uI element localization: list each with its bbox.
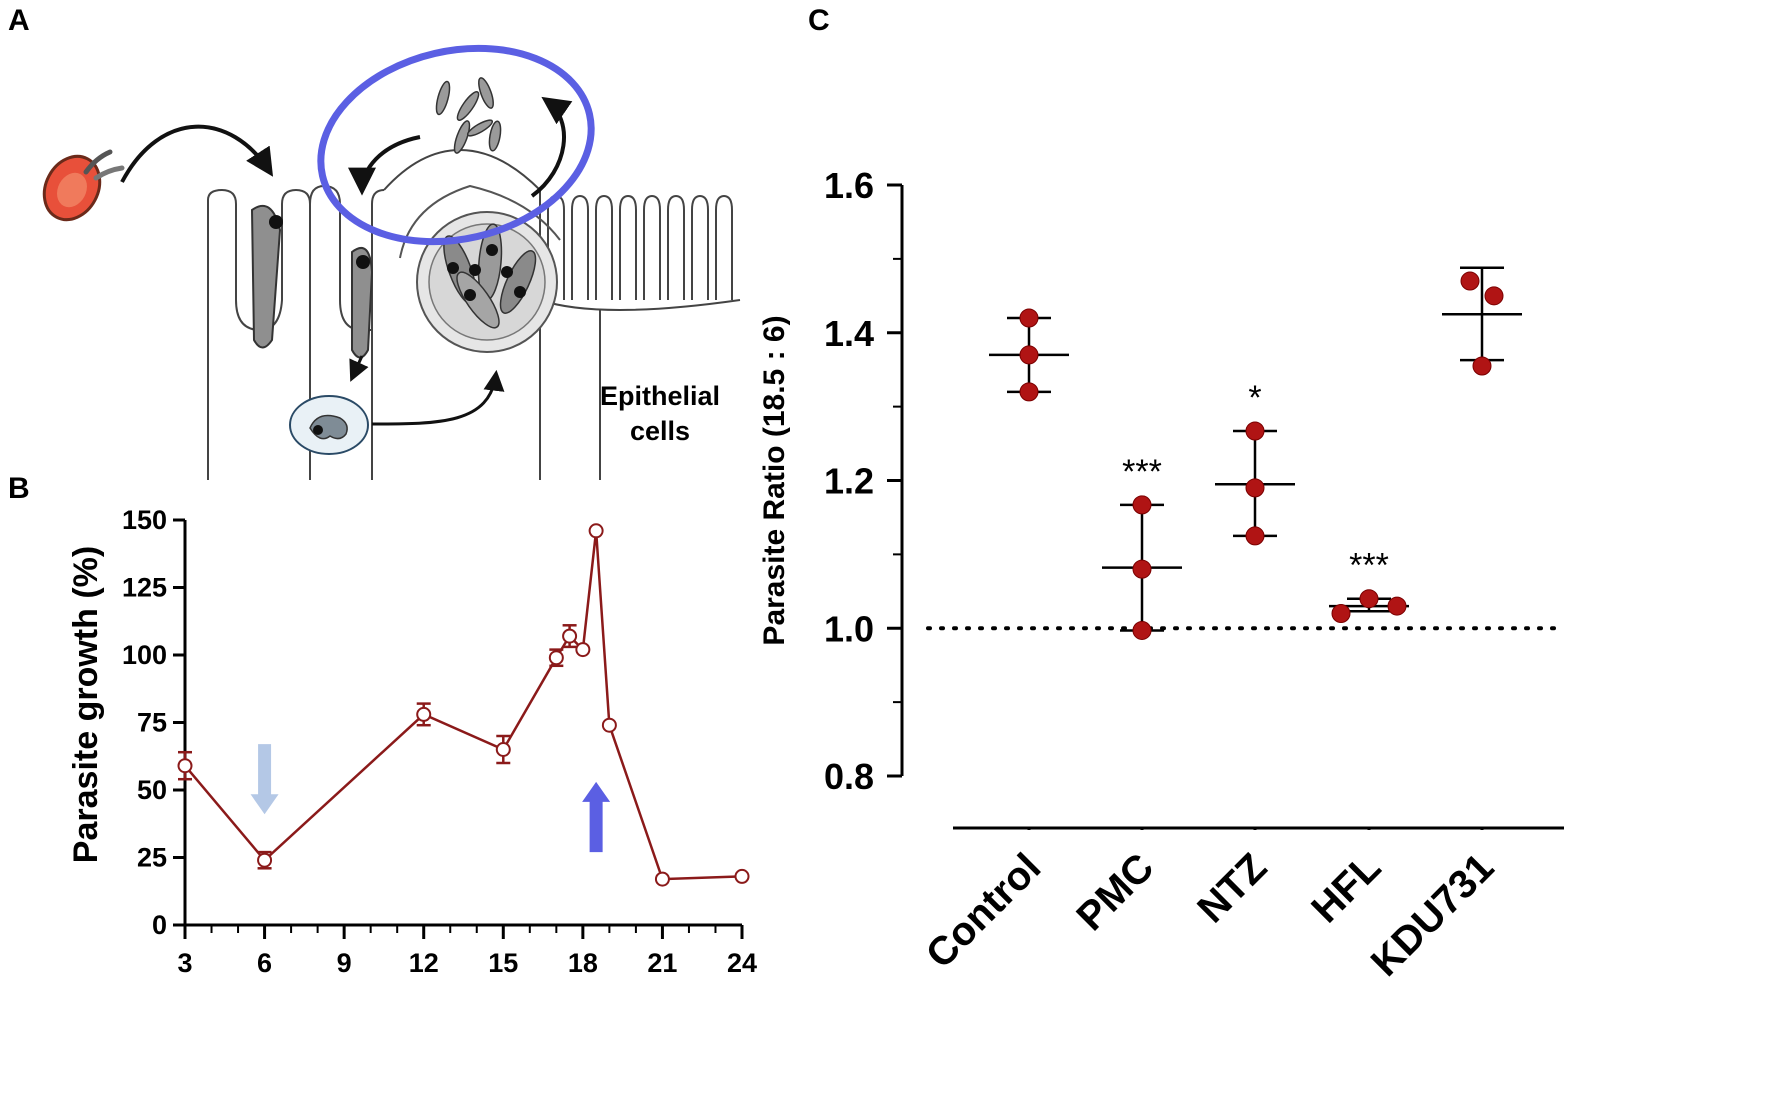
y-tick-label: 150 bbox=[122, 505, 167, 535]
x-tick-label: 6 bbox=[257, 948, 272, 978]
data-point bbox=[1387, 596, 1407, 616]
x-tick-label: 24 bbox=[727, 948, 757, 978]
x-tick-label: 21 bbox=[647, 948, 677, 978]
category-label: HFL bbox=[1303, 845, 1389, 931]
category-label: Control bbox=[918, 845, 1050, 977]
x-tick-label: 12 bbox=[409, 948, 439, 978]
merozoite-egress-arrow bbox=[530, 96, 573, 198]
data-point bbox=[1245, 478, 1265, 498]
data-point bbox=[1359, 589, 1379, 609]
y-tick-label: 1.0 bbox=[824, 608, 874, 649]
x-tick-label: 15 bbox=[488, 948, 518, 978]
data-point bbox=[601, 717, 617, 733]
y-tick-label: 0 bbox=[152, 910, 167, 940]
data-point bbox=[562, 628, 578, 644]
data-point bbox=[1132, 559, 1152, 579]
data-point bbox=[1460, 271, 1480, 291]
data-point bbox=[1484, 286, 1504, 306]
arrow-up-icon bbox=[582, 781, 611, 853]
data-point bbox=[257, 852, 273, 868]
category-label: PMC bbox=[1068, 845, 1162, 939]
y-tick-label: 25 bbox=[137, 843, 167, 873]
panel-label-a: A bbox=[8, 4, 30, 37]
data-point bbox=[1245, 421, 1265, 441]
y-tick-label: 75 bbox=[137, 708, 167, 738]
meront bbox=[416, 211, 558, 353]
data-point bbox=[1331, 603, 1351, 623]
x-tick-label: 9 bbox=[337, 948, 352, 978]
data-point bbox=[1132, 495, 1152, 515]
data-point bbox=[1132, 620, 1152, 640]
free-merozoites bbox=[435, 77, 502, 154]
life-cycle-schematic: Epithelial cells bbox=[42, 44, 741, 480]
data-point bbox=[588, 523, 604, 539]
data-point bbox=[1245, 526, 1265, 546]
release-arrow bbox=[349, 355, 369, 382]
significance-label: *** bbox=[1349, 547, 1389, 585]
data-point bbox=[1019, 345, 1039, 365]
highlight-oval bbox=[317, 44, 595, 246]
y-tick-label: 125 bbox=[122, 573, 167, 603]
x-tick-label: 18 bbox=[568, 948, 598, 978]
data-point bbox=[575, 642, 591, 658]
data-point bbox=[416, 706, 432, 722]
data-point bbox=[734, 868, 750, 884]
data-point bbox=[1019, 308, 1039, 328]
y-axis-label: Parasite Ratio (18.5 : 6) bbox=[758, 315, 791, 645]
arrow-down-icon bbox=[250, 744, 279, 815]
significance-label: * bbox=[1248, 379, 1261, 417]
epithelial-label-line2: cells bbox=[630, 416, 690, 446]
merozoite-invasion-arrow bbox=[348, 135, 421, 196]
y-tick-label: 1.6 bbox=[824, 165, 874, 206]
y-tick-label: 50 bbox=[137, 775, 167, 805]
parasitophorous-vacuole bbox=[399, 184, 561, 259]
epithelial-label-line1: Epithelial bbox=[600, 381, 720, 411]
data-point bbox=[548, 650, 564, 666]
y-tick-label: 1.2 bbox=[824, 461, 874, 502]
significance-label: *** bbox=[1122, 453, 1162, 491]
panel-c-ratio-chart: 0.8 1.0 1.2 1.4 1.6 Parasite Ratio (18.5 : 6)… bbox=[758, 165, 1566, 985]
y-tick-label: 100 bbox=[122, 640, 167, 670]
y-axis-label: Parasite growth (%) bbox=[67, 546, 105, 863]
oocyst-stage bbox=[289, 395, 369, 455]
data-point bbox=[1472, 356, 1492, 376]
reinfection-arrow bbox=[371, 369, 505, 426]
category-label: KDU731 bbox=[1363, 845, 1503, 985]
infection-arrow bbox=[120, 124, 274, 183]
growth-series-line bbox=[184, 530, 743, 881]
data-point bbox=[495, 742, 511, 757]
data-point bbox=[177, 758, 193, 774]
panel-label-c: C bbox=[808, 4, 830, 37]
data-point bbox=[1019, 382, 1039, 402]
y-tick-label: 1.4 bbox=[824, 313, 874, 354]
infected-host-cell bbox=[42, 149, 125, 222]
y-tick-label: 0.8 bbox=[824, 756, 874, 797]
panel-b-growth-chart: 0 25 50 75 100 125 150 3 6 9 12 15 18 21 24 Parasite gr… bbox=[67, 505, 757, 978]
x-tick-label: 3 bbox=[177, 948, 192, 978]
data-point bbox=[654, 871, 670, 887]
panel-label-b: B bbox=[8, 472, 30, 505]
trophozoites bbox=[250, 205, 374, 359]
category-label: NTZ bbox=[1189, 845, 1275, 931]
